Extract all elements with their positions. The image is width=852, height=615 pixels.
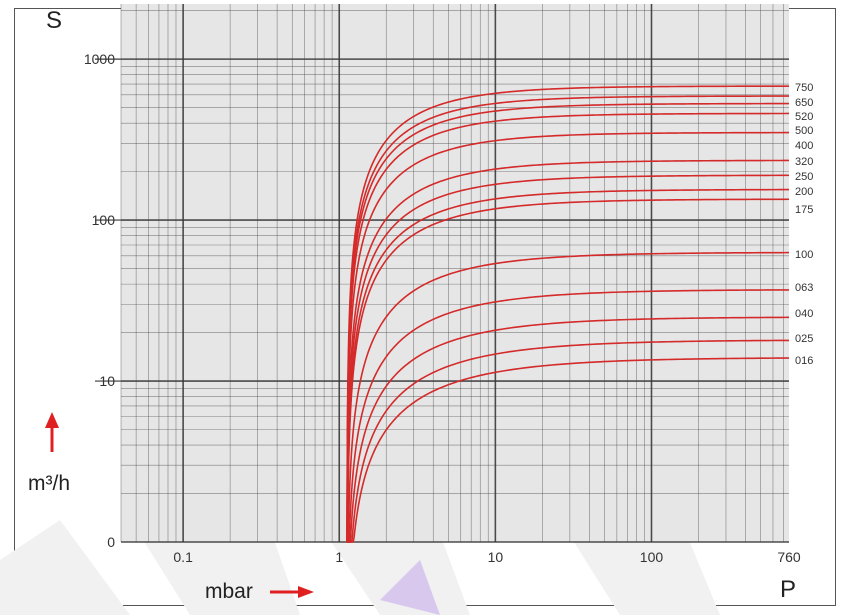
curve-500: [346, 112, 790, 543]
x-tick-label: 10: [488, 549, 504, 565]
x-tick-label: 100: [640, 549, 664, 565]
curve-250: [346, 174, 790, 543]
series-label-250: 250: [795, 171, 813, 183]
y-arrow-icon: [45, 412, 59, 452]
x-arrow-icon: [270, 586, 314, 598]
y-tick-label: 100: [92, 212, 116, 228]
series-label-320: 320: [795, 156, 813, 168]
series-label-040: 040: [795, 308, 813, 320]
y-axis-letter: S: [46, 7, 62, 34]
series-label-750: 750: [795, 82, 813, 94]
curve-025: [346, 339, 790, 543]
curve-063: [346, 289, 790, 543]
x-unit-label: mbar: [205, 580, 253, 603]
curve-750: [346, 85, 789, 543]
series-label-025: 025: [795, 333, 813, 345]
series-label-063: 063: [795, 282, 813, 294]
x-tick-label: 1: [335, 549, 343, 565]
curve-100: [346, 251, 790, 543]
y-unit-label: m³/h: [28, 472, 70, 495]
series-label-100: 100: [795, 249, 813, 261]
x-axis-letter: P: [780, 576, 796, 603]
series-label-175: 175: [795, 204, 813, 216]
series-label-500: 500: [795, 125, 813, 137]
y-tick-label: 10: [99, 373, 115, 389]
curve-040: [346, 316, 790, 543]
series-label-520: 520: [795, 111, 813, 123]
series-labels: 750 650 520 500 400 320 250 200 175 100 063 040 025 0…: [795, 82, 813, 367]
series-label-400: 400: [795, 140, 813, 152]
y-tick-label: 0: [107, 534, 115, 550]
series-label-016: 016: [795, 355, 813, 367]
curve-520: [346, 102, 789, 543]
series-label-650: 650: [795, 97, 813, 109]
curve-175: [346, 198, 790, 543]
x-tick-label: 760: [777, 549, 801, 565]
curves: [346, 85, 790, 543]
curve-400: [346, 131, 790, 543]
curve-650: [346, 95, 789, 543]
x-tick-labels: 0.1 1 10 100 760: [173, 549, 801, 565]
curve-016: [346, 357, 790, 543]
curve-200: [346, 188, 790, 543]
curve-320: [346, 159, 790, 543]
y-tick-label: 1000: [84, 51, 115, 67]
series-label-200: 200: [795, 186, 813, 198]
x-tick-label: 0.1: [173, 549, 193, 565]
